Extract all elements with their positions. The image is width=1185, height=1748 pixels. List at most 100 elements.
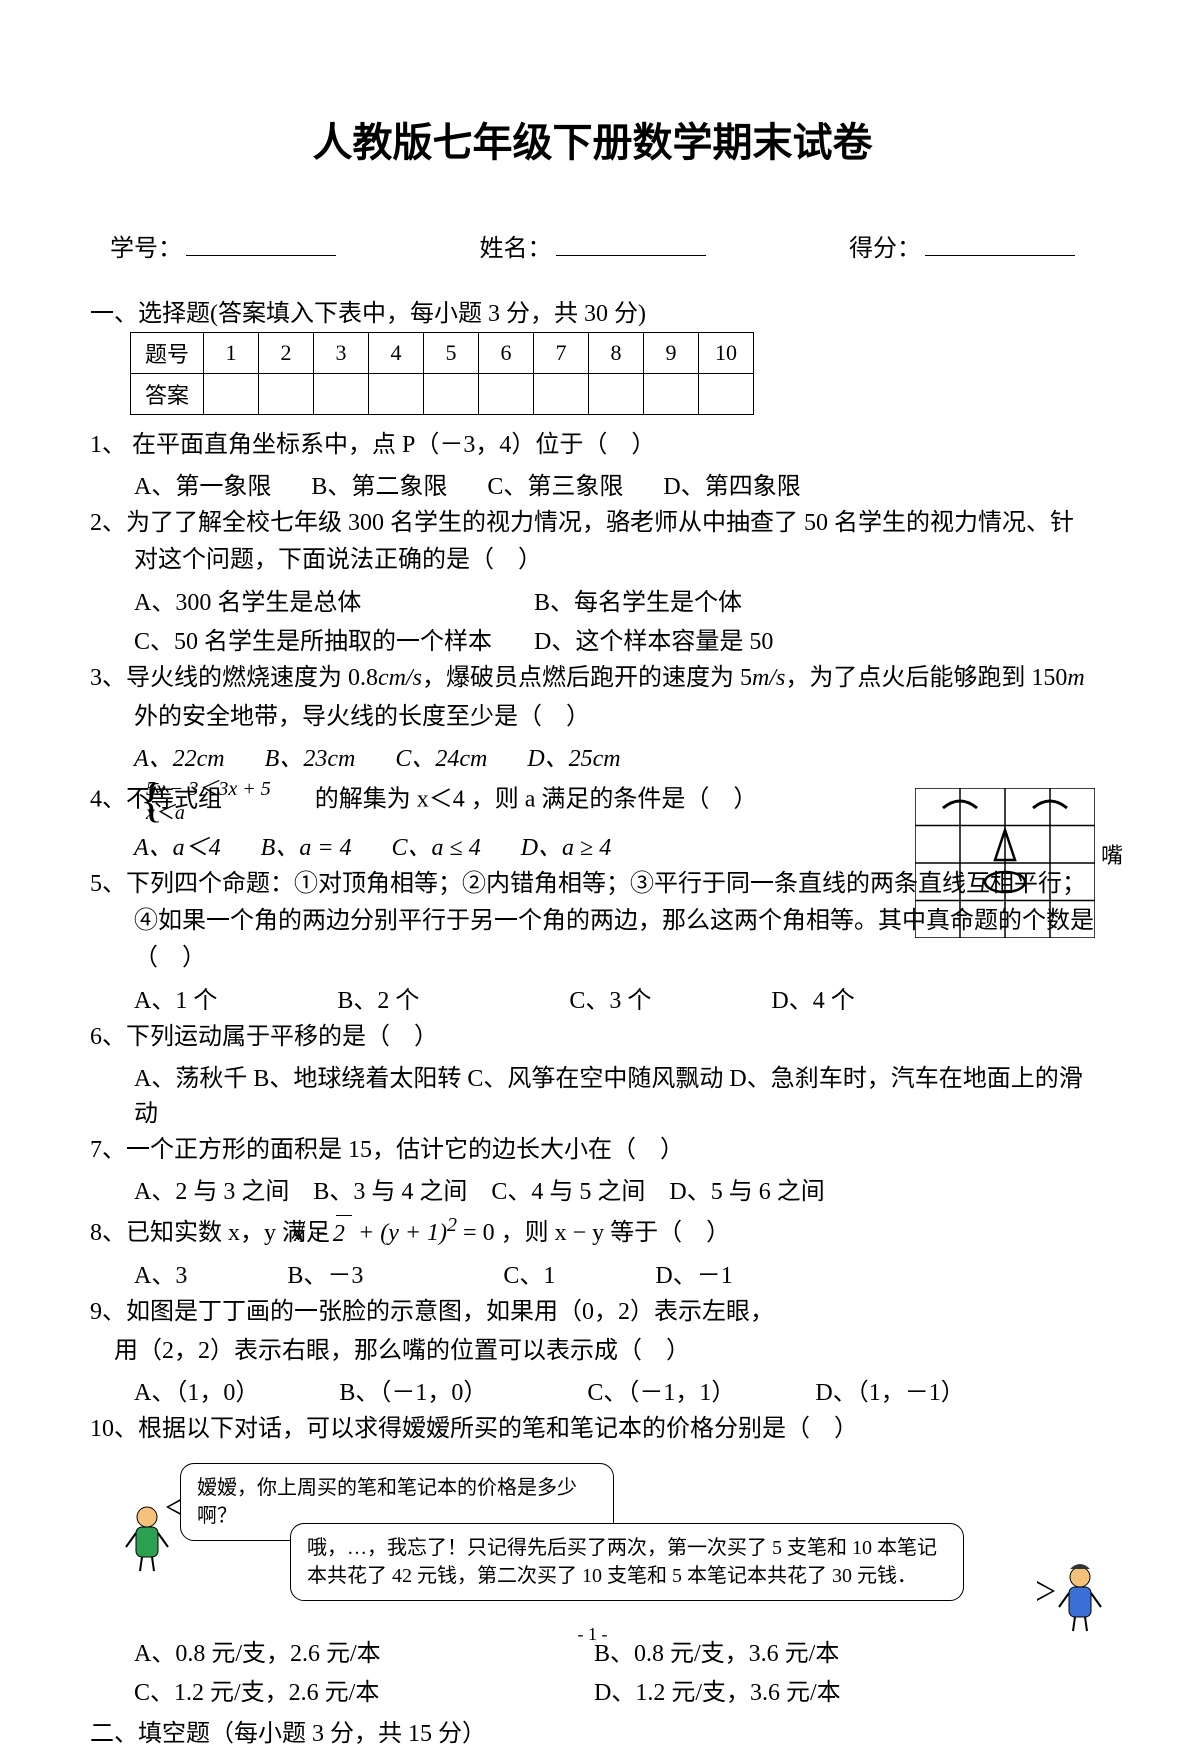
answer-cell[interactable]	[369, 374, 424, 415]
bubble-tail-icon	[1037, 1581, 1055, 1601]
person-right-icon	[1055, 1563, 1105, 1633]
exam-page: 人教版七年级下册数学期末试卷 学号： 姓名： 得分： 一、选择题(答案填入下表中…	[0, 0, 1185, 1679]
unit-cms: cm/s	[378, 665, 422, 691]
option-c: C、第三象限	[487, 466, 623, 501]
id-field: 学号：	[110, 228, 336, 263]
col-num: 10	[699, 333, 754, 374]
question-2-options: A、300 名学生是总体 B、每名学生是个体	[134, 582, 1095, 617]
question-7: 7、一个正方形的面积是 15，估计它的边长大小在（ ）	[90, 1132, 944, 1169]
question-5-options: A、1 个 B、2 个 C、3 个 D、4 个	[134, 980, 1095, 1015]
section-2-heading: 二、填空题（每小题 3 分，共 15 分）	[90, 1713, 1095, 1748]
answer-cell[interactable]	[314, 374, 369, 415]
id-blank[interactable]	[186, 229, 336, 256]
person-left-icon	[122, 1503, 172, 1573]
name-blank[interactable]	[556, 229, 706, 256]
col-num: 6	[479, 333, 534, 374]
option-d: D、第四象限	[663, 466, 800, 501]
option-c: C、50 名学生是所抽取的一个样本	[134, 621, 494, 656]
option-b: B、每名学生是个体	[534, 582, 742, 617]
question-6: 6、下列运动属于平移的是（ ）	[90, 1019, 1095, 1056]
answer-cell[interactable]	[699, 374, 754, 415]
option-a: A、22cm	[134, 738, 225, 773]
option-c: C、1.2 元/支，2.6 元/本	[134, 1672, 554, 1707]
name-label: 姓名：	[480, 228, 552, 263]
q3-text-b: ，爆破员点燃后跑开的速度为 5	[422, 665, 752, 691]
answer-cell[interactable]	[204, 374, 259, 415]
option-c: C、24cm	[395, 738, 487, 773]
score-field: 得分：	[849, 228, 1075, 263]
question-2-options-2: C、50 名学生是所抽取的一个样本 D、这个样本容量是 50	[134, 621, 1095, 656]
option-b: B、3 与 4 之间	[313, 1179, 467, 1205]
option-a: A、2 与 3 之间	[134, 1179, 289, 1205]
answer-cell[interactable]	[259, 374, 314, 415]
question-1: 1、 在平面直角坐标系中，点 P（－3，4）位于（ ）	[90, 427, 1095, 464]
score-blank[interactable]	[925, 229, 1075, 256]
question-1-options: A、第一象限 B、第二象限 C、第三象限 D、第四象限	[134, 466, 1095, 501]
question-6-options: A、荡秋千 B、地球绕着太阳转 C、风筝在空中随风飘动 D、急刹车时，汽车在地面…	[134, 1058, 1095, 1128]
page-number: - 1 -	[0, 1624, 1185, 1645]
question-3: 3、导火线的燃烧速度为 0.8cm/s，爆破员点燃后跑开的速度为 5m/s，为了…	[90, 660, 1095, 697]
question-8: 8、已知实数 x，y 满足 √x − 2 + (y + 1)2 = 0 ，则 x…	[90, 1210, 944, 1253]
answer-cell[interactable]	[589, 374, 644, 415]
col-num: 2	[259, 333, 314, 374]
page-title: 人教版七年级下册数学期末试卷	[90, 110, 1095, 168]
option-b: B、第二象限	[311, 466, 447, 501]
question-2: 2、为了了解全校七年级 300 名学生的视力情况，骆老师从中抽查了 50 名学生…	[90, 505, 1095, 579]
option-c: C、1	[503, 1255, 555, 1290]
question-10: 10、根据以下对话，可以求得嫒嫒所买的笔和笔记本的价格分别是（ ）	[90, 1411, 1095, 1448]
face-grid-figure: 嘴	[915, 788, 1095, 938]
inequality-system: { 5x − 3＜3x + 5 x＜a	[228, 777, 309, 825]
option-a: A、3	[134, 1255, 187, 1290]
speech-bubble-2: 哦，…，我忘了！只记得先后买了两次，第一次买了 5 支笔和 10 本笔记本共花了…	[290, 1523, 964, 1601]
col-num: 5	[424, 333, 479, 374]
answer-cell[interactable]	[424, 374, 479, 415]
question-9-line2: 用（2，2）表示右眼，那么嘴的位置可以表示成（ ）	[114, 1333, 924, 1370]
question-7-options: A、2 与 3 之间 B、3 与 4 之间 C、4 与 5 之间 D、5 与 6…	[134, 1171, 944, 1206]
q8-mid: + (y + 1)	[352, 1220, 447, 1246]
q3-text-a: 3、导火线的燃烧速度为 0.8	[90, 665, 378, 691]
option-d: D、1.2 元/支，3.6 元/本	[594, 1672, 841, 1707]
col-num: 9	[644, 333, 699, 374]
question-10-options-2: C、1.2 元/支，2.6 元/本 D、1.2 元/支，3.6 元/本	[134, 1672, 1095, 1707]
student-info-row: 学号： 姓名： 得分：	[110, 228, 1075, 263]
score-label: 得分：	[849, 228, 921, 263]
option-a: A、（1，0）	[134, 1372, 259, 1407]
option-d: D、4 个	[771, 980, 854, 1015]
col-num: 1	[204, 333, 259, 374]
mouth-label: 嘴	[1101, 838, 1123, 870]
option-b: B、2 个	[337, 980, 419, 1015]
sys-line-2: x＜a	[190, 801, 271, 825]
id-label: 学号：	[110, 228, 182, 263]
q8-post: = 0 ，则 x − y 等于（ ）	[457, 1220, 730, 1246]
option-d: D、－1	[655, 1255, 732, 1290]
q3-text-d: 外的安全地带，导火线的长度至少是（ ）	[134, 699, 1095, 736]
option-c: C、4 与 5 之间	[491, 1179, 645, 1205]
unit-ms: m/s	[752, 665, 785, 691]
option-c: C、（－1，1）	[587, 1372, 735, 1407]
question-3-options: A、22cm B、23cm C、24cm D、25cm	[134, 738, 1095, 773]
option-d: D、a ≥ 4	[521, 827, 612, 862]
col-num: 3	[314, 333, 369, 374]
sqrt-icon: √x − 2	[336, 1215, 352, 1253]
answer-cell[interactable]	[479, 374, 534, 415]
option-b: B、a = 4	[261, 827, 352, 862]
row-label-q: 题号	[131, 333, 204, 374]
option-a: A、a＜4	[134, 827, 221, 862]
question-9-line1: 9、如图是丁丁画的一张脸的示意图，如果用（0，2）表示左眼，	[90, 1294, 944, 1331]
answer-cell[interactable]	[534, 374, 589, 415]
section-1-heading: 一、选择题(答案填入下表中，每小题 3 分，共 30 分)	[90, 293, 1095, 328]
name-field: 姓名：	[480, 228, 706, 263]
answer-cell[interactable]	[644, 374, 699, 415]
option-d: D、5 与 6 之间	[669, 1179, 824, 1205]
q3-text-c: ，为了点火后能够跑到 150	[785, 665, 1067, 691]
question-9-options: A、（1，0） B、（－1，0） C、（－1，1） D、（1，－1）	[134, 1372, 1095, 1407]
q4-post: 的解集为 x＜4 ，则 a 满足的条件是（ ）	[315, 786, 758, 812]
option-d: D、25cm	[527, 738, 620, 773]
option-b: B、（－1，0）	[339, 1372, 487, 1407]
option-b: B、23cm	[265, 738, 356, 773]
sys-line-1: 5x − 3＜3x + 5	[190, 777, 271, 801]
option-b: B、－3	[287, 1255, 363, 1290]
option-a: A、第一象限	[134, 466, 271, 501]
unit-m: m	[1067, 665, 1084, 691]
option-d: D、这个样本容量是 50	[534, 621, 773, 656]
